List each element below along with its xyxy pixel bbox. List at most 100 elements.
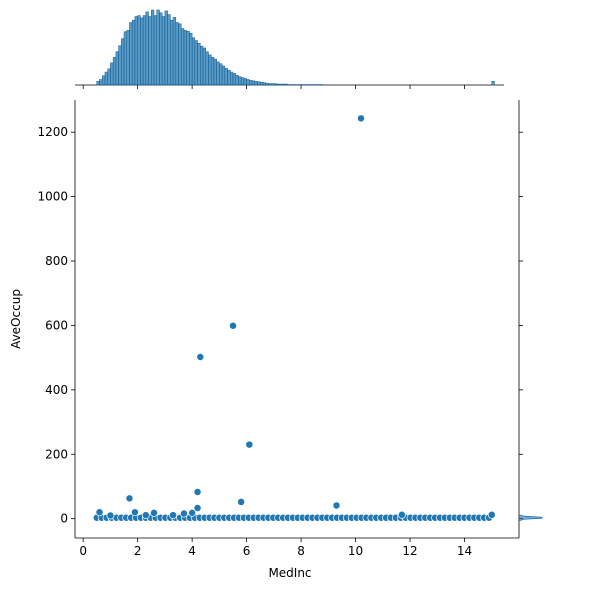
histogram-bar — [148, 16, 152, 86]
histogram-bar — [281, 83, 285, 86]
histogram-bar — [276, 83, 280, 86]
joint-scatter-panel: 0 2 4 6 8 10 12 14 0 200 400 600 800 1000 1200 — [37, 100, 519, 558]
histogram-bar — [221, 65, 226, 86]
histogram-bar — [96, 81, 100, 86]
x-tick-label: 14 — [457, 544, 472, 558]
histogram-bar — [142, 15, 147, 86]
histogram-bar — [200, 45, 204, 86]
y-axis-label: AveOccup — [9, 289, 23, 349]
histogram-bar — [129, 22, 133, 86]
histogram-bar — [137, 15, 141, 86]
histogram-bar — [172, 17, 177, 86]
scatter-point — [487, 510, 496, 519]
scatter-point — [130, 508, 139, 517]
histogram-bar — [140, 17, 144, 86]
y-tick-label: 0 — [60, 512, 68, 526]
x-tick-label: 12 — [402, 544, 417, 558]
histogram-bar — [202, 47, 206, 86]
histogram-bar — [178, 23, 182, 86]
x-tick-label: 6 — [243, 544, 251, 558]
histogram-bar — [243, 78, 247, 86]
scatter-point — [141, 511, 150, 520]
histogram-bar — [121, 38, 125, 86]
histogram-bar — [189, 32, 193, 86]
y-tick-label: 600 — [45, 318, 68, 332]
scatter-point — [106, 511, 115, 520]
y-tick-label: 400 — [45, 383, 68, 397]
histogram-bar — [161, 16, 166, 86]
histogram-bar — [131, 19, 136, 86]
scatter-point — [196, 353, 205, 361]
histogram-bar — [257, 81, 261, 86]
histogram-bar — [126, 30, 130, 86]
scatter-point — [229, 321, 237, 330]
histogram-bar — [191, 37, 196, 86]
scatter-point — [245, 440, 254, 449]
histogram-bar — [110, 62, 114, 86]
histogram-bar — [254, 81, 258, 86]
scatter-point — [357, 114, 365, 123]
histogram-bar — [118, 45, 122, 86]
histogram-bar — [175, 22, 179, 86]
histogram-bar — [251, 80, 256, 86]
histogram-bar — [235, 75, 239, 86]
scatter-point — [125, 494, 134, 503]
histogram-bar — [259, 81, 264, 86]
histogram-bar — [112, 56, 117, 86]
histogram-bar — [153, 15, 157, 86]
scatter-points — [92, 114, 496, 522]
scatter-point — [95, 508, 104, 517]
x-marginal-histogram — [75, 9, 504, 89]
x-tick-label: 2 — [134, 544, 142, 558]
histogram-bar — [273, 83, 277, 86]
y-tick-label: 1000 — [37, 190, 68, 204]
histogram-bar — [210, 56, 215, 86]
histogram-bar — [270, 83, 275, 86]
x-tick-label: 0 — [79, 544, 87, 558]
histogram-bar — [101, 75, 106, 86]
histogram-bar — [265, 82, 269, 86]
histogram-bar — [491, 81, 495, 86]
histogram-bar — [279, 83, 283, 86]
histogram-bar — [262, 82, 266, 86]
histogram-bar — [180, 28, 185, 86]
histogram-bar — [246, 79, 250, 86]
y-tick-label: 1200 — [37, 125, 68, 139]
histogram-bar — [240, 77, 245, 86]
histogram-bar — [186, 31, 190, 86]
scatter-point — [188, 508, 197, 517]
histogram-bar — [227, 69, 231, 86]
histogram-bar — [224, 68, 228, 86]
histogram-bar — [183, 30, 187, 86]
x-tick-label: 4 — [188, 544, 196, 558]
histogram-bar — [167, 14, 171, 86]
histogram-bar — [156, 9, 160, 86]
histogram-bar — [216, 61, 220, 86]
x-axis-label: MedInc — [268, 566, 311, 580]
histogram-bar — [284, 83, 288, 86]
histogram-bar — [268, 83, 272, 86]
y-axis-ticks: 0 200 400 600 800 1000 1200 — [37, 125, 75, 526]
scatter-point — [237, 497, 246, 506]
scatter-point — [332, 501, 341, 510]
histogram-bar — [194, 40, 198, 86]
histogram-bar — [238, 76, 242, 86]
histogram-bar — [230, 71, 234, 86]
histogram-bar — [219, 63, 223, 86]
histogram-bar — [213, 58, 217, 86]
scatter-point — [150, 508, 158, 517]
histogram-bar — [205, 51, 209, 86]
scatter-point — [169, 511, 178, 520]
histogram-bar — [123, 31, 128, 86]
histogram-bar — [249, 80, 253, 86]
y-tick-label: 200 — [45, 447, 68, 461]
histogram-bar — [159, 12, 163, 86]
x-axis-ticks: 0 2 4 6 8 10 12 14 — [79, 538, 472, 558]
histogram-bar — [151, 9, 155, 86]
histogram-bar — [107, 68, 111, 86]
histogram-bar — [115, 51, 119, 86]
histogram-bar — [232, 73, 236, 86]
scatter-point — [180, 509, 188, 518]
histogram-bar — [104, 71, 108, 86]
